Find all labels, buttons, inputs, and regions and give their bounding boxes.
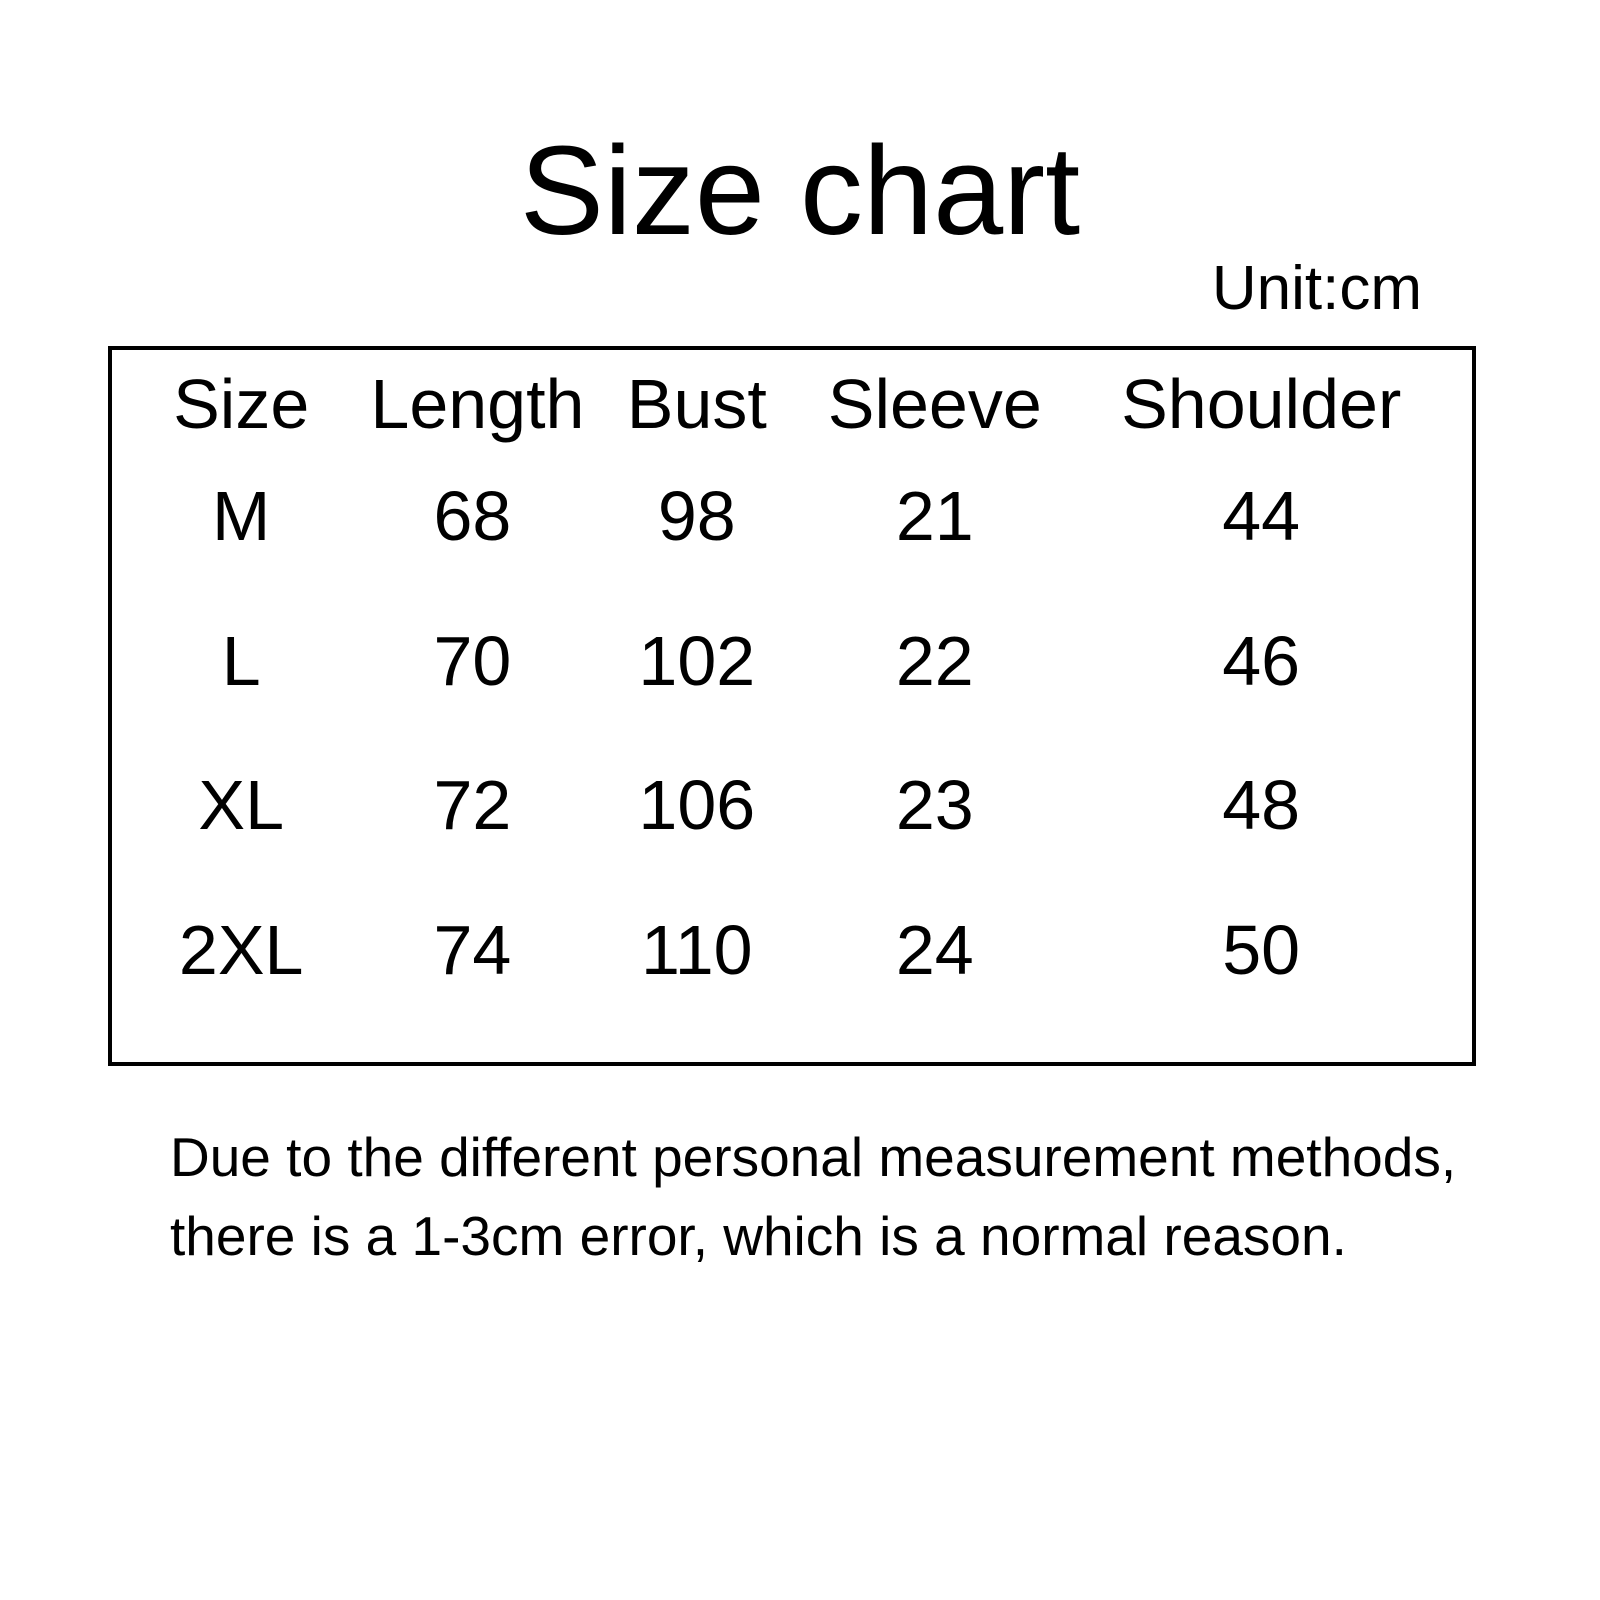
table-row: 2XL 74 110 24 50: [112, 878, 1472, 1023]
column-header-sleeve: Sleeve: [827, 365, 1042, 443]
size-cell: 2XL: [178, 910, 304, 989]
sleeve-cell: 24: [895, 910, 974, 989]
length-cell: 72: [433, 766, 512, 845]
size-cell: L: [221, 621, 261, 700]
bust-cell: 102: [638, 621, 756, 700]
table-row: M 68 98 21 44: [112, 444, 1472, 589]
column-header-bust: Bust: [626, 365, 767, 443]
measurement-disclaimer: Due to the different personal measuremen…: [170, 1118, 1470, 1276]
sleeve-cell: 21: [895, 477, 974, 556]
table-row: L 70 102 22 46: [112, 589, 1472, 734]
shoulder-cell: 44: [1222, 477, 1301, 556]
size-table-border-box: Size Length Bust Sleeve Shoulder M 68 98…: [108, 346, 1476, 1066]
sleeve-cell: 23: [895, 766, 974, 845]
length-cell: 68: [433, 477, 512, 556]
size-cell: XL: [198, 766, 284, 845]
length-cell: 70: [433, 621, 512, 700]
size-cell: M: [212, 477, 271, 556]
table-header-row: Size Length Bust Sleeve Shoulder: [112, 364, 1472, 444]
table-row: XL 72 106 23 48: [112, 733, 1472, 878]
shoulder-cell: 46: [1222, 621, 1301, 700]
bust-cell: 110: [640, 910, 753, 989]
sleeve-cell: 22: [895, 621, 974, 700]
shoulder-cell: 50: [1222, 910, 1301, 989]
shoulder-cell: 48: [1222, 766, 1301, 845]
disclaimer-line-1: Due to the different personal measuremen…: [170, 1126, 1457, 1188]
unit-label: Unit:cm: [1211, 254, 1422, 323]
bust-cell: 98: [657, 477, 736, 556]
column-header-size: Size: [173, 365, 310, 443]
bust-cell: 106: [638, 766, 756, 845]
page-title: Size chart: [519, 120, 1081, 261]
size-table: Size Length Bust Sleeve Shoulder M 68 98…: [112, 364, 1472, 1022]
disclaimer-line-2: there is a 1-3cm error, which is a norma…: [170, 1205, 1347, 1268]
column-header-shoulder: Shoulder: [1121, 365, 1402, 443]
column-header-length: Length: [370, 365, 585, 443]
length-cell: 74: [433, 910, 512, 989]
